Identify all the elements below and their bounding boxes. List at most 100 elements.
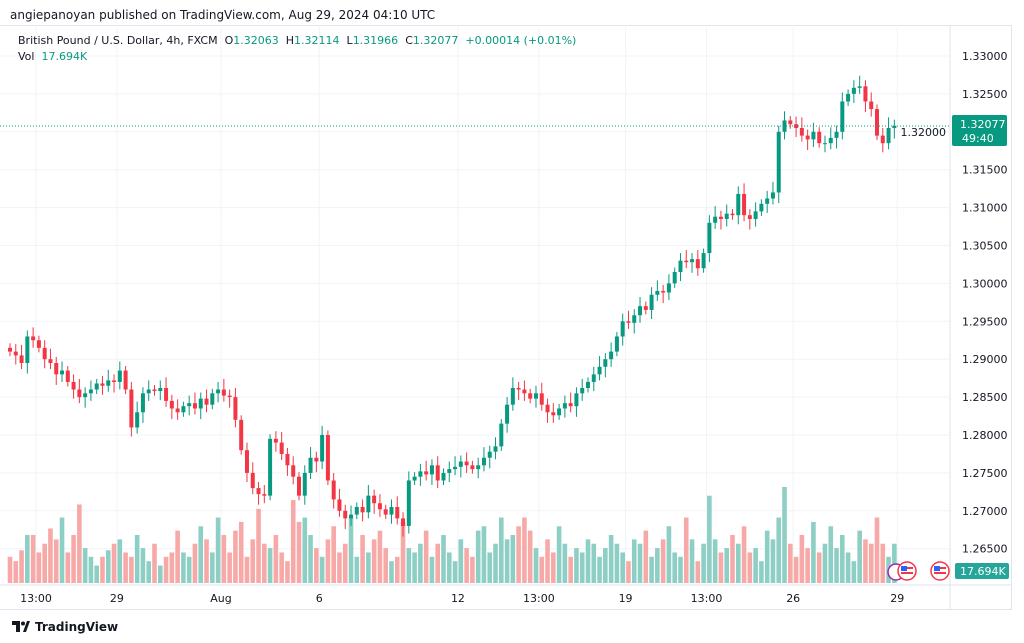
candle-body	[239, 419, 244, 451]
volume-bar	[296, 521, 302, 583]
volume-bar	[504, 539, 510, 583]
grid-lines	[0, 25, 950, 585]
volume-bar	[568, 556, 573, 583]
candle-body	[256, 488, 261, 495]
volume-bar	[603, 548, 608, 583]
volume-bar	[238, 521, 244, 583]
candle-body	[447, 469, 452, 473]
volume-bars	[7, 487, 897, 583]
volume-bar	[597, 556, 602, 583]
volume-bar	[48, 528, 53, 583]
volume-bar	[695, 561, 701, 583]
price-tick-label: 1.27500	[962, 467, 1008, 480]
candle-body	[129, 389, 134, 428]
volume-bar	[770, 539, 776, 583]
candle-body	[169, 400, 174, 409]
candle-body	[747, 215, 752, 219]
volume-bar	[828, 526, 834, 583]
volume-bar	[475, 530, 481, 583]
volume-bar	[30, 535, 36, 583]
volume-bar	[152, 543, 157, 583]
volume-bar	[788, 543, 793, 583]
volume-bar	[418, 543, 423, 583]
volume-bar	[221, 535, 227, 583]
volume-bar	[140, 548, 146, 583]
candle-body	[516, 388, 521, 390]
candle-body	[291, 465, 296, 477]
candle-body	[672, 272, 677, 284]
volume-bar	[192, 543, 198, 583]
open-label: O	[224, 34, 234, 47]
volume-bar	[626, 561, 631, 583]
volume-bar	[631, 539, 637, 583]
volume-bar	[735, 543, 741, 583]
candle-body	[765, 198, 770, 204]
volume-bar	[19, 550, 24, 583]
candle-body	[649, 294, 654, 310]
volume-tag: 17.694K	[955, 563, 1009, 579]
volume-bar	[105, 550, 111, 583]
symbol-name[interactable]: British Pound / U.S. Dollar, 4h, FXCM	[18, 34, 218, 47]
candle-body	[551, 412, 556, 416]
volume-bar	[539, 556, 545, 583]
candle-body	[227, 395, 232, 398]
volume-bar	[689, 539, 695, 583]
volume-bar	[452, 561, 458, 583]
volume-bar	[227, 552, 232, 583]
candle-body	[487, 451, 492, 458]
volume-bar	[377, 530, 383, 583]
candle-body	[678, 260, 683, 273]
volume-bar	[400, 521, 406, 583]
candle-body	[782, 120, 787, 132]
volume-bar	[522, 517, 527, 583]
volume-bar	[163, 556, 169, 583]
volume-bar	[782, 487, 787, 583]
candle-body	[354, 507, 359, 515]
volume-bar	[840, 535, 845, 583]
volume-bar	[429, 556, 435, 583]
volume-tag-text: 17.694K	[960, 565, 1006, 578]
candle-body	[481, 457, 486, 466]
candle-body	[638, 306, 643, 316]
candle-body	[476, 465, 481, 470]
candle-body	[366, 495, 371, 513]
volume-bar	[262, 543, 267, 583]
candle-body	[279, 442, 284, 454]
change-value: +0.00014 (+0.01%)	[465, 34, 577, 47]
candle-body	[620, 321, 625, 337]
price-tick-label: 1.29500	[962, 315, 1008, 328]
candle-body	[198, 398, 203, 409]
volume-bar	[319, 556, 325, 583]
volume-bar	[244, 556, 250, 583]
candle-body	[557, 408, 562, 416]
candle-body	[580, 388, 585, 394]
volume-bar	[134, 535, 140, 583]
volume-bar	[805, 548, 810, 583]
price-tick-label: 1.28500	[962, 391, 1008, 404]
volume-bar	[759, 561, 764, 583]
volume-bar	[776, 517, 782, 583]
tradingview-logo[interactable]: TradingView	[12, 620, 118, 634]
candle-body	[846, 93, 851, 102]
volume-bar	[186, 556, 192, 583]
volume-bar	[493, 543, 498, 583]
candle-body	[863, 86, 868, 102]
volume-bar	[446, 552, 452, 583]
volume-bar	[337, 552, 342, 583]
candle-body	[181, 406, 186, 413]
candle-body	[268, 438, 273, 496]
volume-bar	[793, 556, 799, 583]
candle-body	[539, 393, 544, 405]
volume-bar	[175, 530, 180, 583]
volume-bar	[868, 543, 874, 583]
candle-body	[875, 109, 879, 136]
price-tick-label: 1.30500	[962, 240, 1008, 253]
volume-bar	[88, 556, 94, 583]
candle-body	[470, 465, 475, 470]
chart-frame	[0, 25, 1012, 610]
candle-body	[94, 383, 99, 390]
volume-bar	[655, 548, 660, 583]
candle-body	[493, 446, 498, 452]
volume-bar	[435, 543, 441, 583]
